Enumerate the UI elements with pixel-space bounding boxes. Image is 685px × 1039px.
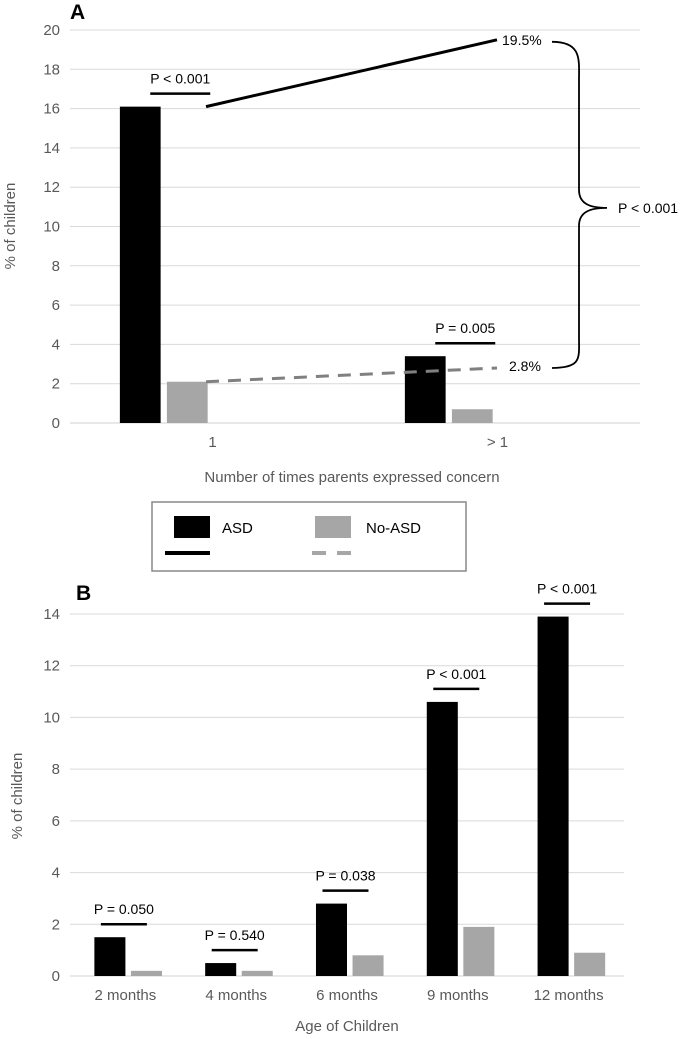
x-tick-labels-b: 2 months 4 months 6 months 9 months 12 month… (95, 987, 604, 1004)
x-tick-label-4-months: 4 months (205, 987, 267, 1004)
significance-label-9-months: P < 0.001 (426, 666, 486, 682)
y-tick-label-2: 2 (52, 376, 60, 393)
y-tick-label-6: 6 (52, 297, 60, 314)
bars-a (119, 106, 493, 423)
y-tick-label-16: 16 (43, 101, 60, 118)
y-tick-label-0: 0 (52, 415, 60, 432)
trend-label-no-asd: 2.8% (509, 358, 541, 374)
trend-label-asd: 19.5% (502, 32, 542, 48)
annotations-a: P < 0.001 P = 0.005 (150, 71, 496, 345)
significance-label-4-months: P = 0.540 (205, 927, 265, 943)
panel-label-b: B (76, 582, 91, 605)
bar-asd-6-months (315, 903, 347, 976)
x-tick-label-1: 1 (208, 434, 216, 451)
y-tick-label-0: 0 (52, 968, 60, 985)
bar-no-asd-12-months (574, 952, 606, 976)
y-tick-label-20: 20 (43, 22, 60, 39)
legend-swatch-asd (174, 516, 210, 538)
significance-label-1: P < 0.001 (150, 71, 210, 87)
annotations-b: P = 0.050 P = 0.540 P = 0.038 P < 0.001 P < … (94, 581, 597, 952)
bar-no-asd-1 (451, 409, 493, 423)
y-tick-labels-b: 0 2 4 6 8 10 12 14 (43, 606, 60, 985)
x-tick-label-9-months: 9 months (427, 987, 489, 1004)
y-tick-label-12: 12 (43, 179, 60, 196)
bar-no-asd-2-months (130, 970, 162, 976)
x-tick-label-1: > 1 (487, 434, 508, 451)
y-tick-label-10: 10 (43, 219, 60, 236)
y-tick-label-8: 8 (52, 258, 60, 275)
y-tick-label-14: 14 (43, 140, 60, 157)
bracket (551, 40, 608, 369)
y-tick-label-8: 8 (52, 761, 60, 778)
bar-asd-1 (404, 356, 446, 423)
y-tick-label-2: 2 (52, 916, 60, 933)
chart-panel-b: B 0 2 4 6 8 10 12 14 2 months 4 months 6 months 9 … (9, 581, 624, 1035)
y-tick-label-4: 4 (52, 336, 60, 353)
significance-label-12-months: P < 0.001 (537, 581, 597, 597)
x-tick-label-6-months: 6 months (316, 987, 378, 1004)
x-tick-label-12-months: 12 months (534, 987, 604, 1004)
bar-no-asd-4-months (241, 970, 273, 976)
bar-asd-4-months (205, 963, 237, 976)
trend-lines-a: 19.5% 2.8% P < 0.001 (205, 32, 678, 384)
y-tick-labels-a: 0 2 4 6 8 10 12 14 16 18 20 (43, 22, 60, 432)
y-tick-label-12: 12 (43, 658, 60, 675)
y-tick-label-4: 4 (52, 865, 60, 882)
bar-no-asd-9-months (463, 926, 495, 976)
y-axis-label-a: % of children (2, 183, 19, 270)
bar-no-asd-6-months (352, 955, 384, 976)
y-gridlines-a (70, 29, 640, 424)
significance-label-2-months: P = 0.050 (94, 901, 154, 917)
bar-asd-1 (119, 106, 161, 423)
bar-no-asd-1 (166, 381, 208, 423)
y-tick-label-14: 14 (43, 606, 60, 623)
x-tick-label-2-months: 2 months (95, 987, 157, 1004)
x-tick-labels-a: 1 > 1 (208, 434, 508, 451)
x-axis-label-a: Number of times parents expressed concer… (204, 469, 499, 486)
legend-label-no-asd: No-ASD (366, 520, 421, 537)
legend: ASD No-ASD (151, 501, 467, 572)
bar-asd-2-months (94, 937, 126, 976)
bracket-label: P < 0.001 (618, 200, 678, 216)
legend-label-asd: ASD (222, 520, 253, 537)
y-tick-label-18: 18 (43, 61, 60, 78)
x-axis-label-b: Age of Children (295, 1018, 398, 1035)
significance-label-1: P = 0.005 (435, 320, 495, 336)
significance-label-6-months: P = 0.038 (315, 868, 375, 884)
y-axis-label-b: % of children (9, 753, 26, 840)
panel-label-a: A (70, 1, 85, 24)
chart-panel-a: A 0 2 4 6 8 10 12 14 16 18 20 1 > 1 P < 0.001 P = 0.… (2, 1, 678, 486)
y-tick-label-10: 10 (43, 709, 60, 726)
trend-line-no-asd (205, 366, 498, 384)
legend-swatch-no-asd (315, 516, 351, 538)
bar-asd-12-months (537, 616, 569, 976)
trend-line-asd (205, 38, 498, 109)
bar-asd-9-months (426, 701, 458, 976)
y-tick-label-6: 6 (52, 813, 60, 830)
bars-b (94, 616, 606, 976)
